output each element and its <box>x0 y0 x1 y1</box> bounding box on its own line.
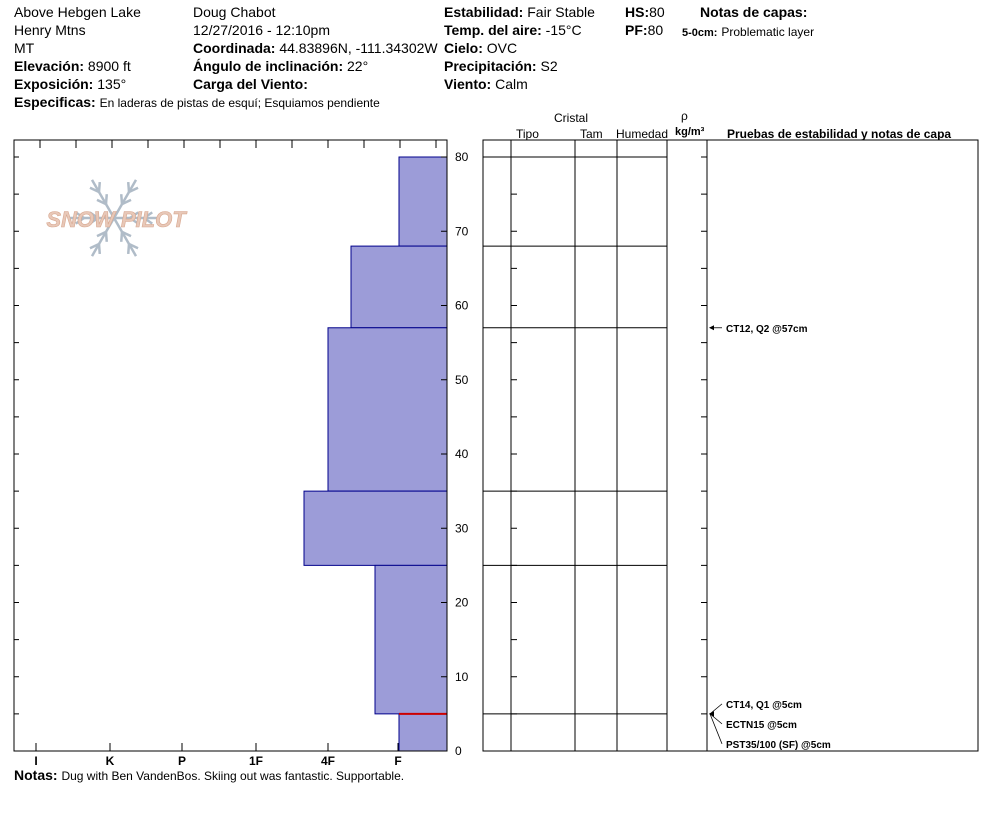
hs-row: HS:80 <box>625 4 665 20</box>
specifics-label: Especificas: <box>14 94 96 110</box>
hardness-axes: 0 10 20 30 40 50 60 70 80 I K P 1F 4F F <box>13 139 469 768</box>
test-pointer <box>709 703 723 715</box>
hardness-tick-label: I <box>34 754 37 768</box>
coord-label: Coordinada: <box>193 40 276 56</box>
layer-note: 5-0cm: Problematic layer <box>682 23 814 41</box>
observer: Doug Chabot <box>193 4 276 20</box>
precip-value: S2 <box>540 58 558 74</box>
pf-value: 80 <box>647 22 664 38</box>
wind-value: Calm <box>495 76 528 92</box>
stability-tests: CT12, Q2 @57cm CT14, Q1 @5cm ECTN15 @5cm PS… <box>709 324 831 751</box>
size-heading: Tam <box>580 127 603 141</box>
arrow-icon <box>709 711 714 717</box>
mountain-range: Henry Mtns <box>14 22 86 38</box>
depth-tick-label: 30 <box>455 521 469 535</box>
density-unit: kg/m³ <box>675 126 705 138</box>
specifics-row: Especificas: En laderas de pistas de esq… <box>14 94 380 111</box>
air-temp-row: Temp. del aire: -15°C <box>444 22 582 38</box>
slope-value: 22° <box>347 58 369 74</box>
elevation-label: Elevación: <box>14 58 85 74</box>
hs-value: 80 <box>649 4 665 20</box>
depth-tick-label: 40 <box>455 447 469 461</box>
stability-test-label: ECTN15 @5cm <box>726 720 797 731</box>
notes-row: Notas: Dug with Ben VandenBos. Skiing ou… <box>14 767 404 784</box>
air-temp-value: -15°C <box>545 22 582 38</box>
observation-datetime: 12/27/2016 - 12:10pm <box>193 22 330 38</box>
density-symbol: ρ <box>681 109 688 123</box>
aspect-value: 135° <box>97 76 127 92</box>
notes-label: Notas: <box>14 767 58 783</box>
sky-value: OVC <box>486 40 518 56</box>
elevation-row: Elevación: 8900 ft <box>14 58 131 74</box>
test-pointer <box>709 713 723 745</box>
stability-value: Fair Stable <box>527 4 595 20</box>
depth-tick-label: 50 <box>455 373 469 387</box>
hs-label: HS: <box>625 4 650 20</box>
hardness-tick-label: P <box>178 754 186 768</box>
slope-label: Ángulo de inclinación: <box>193 58 344 74</box>
stability-test-label: CT14, Q1 @5cm <box>726 700 802 711</box>
layer-notes-title: Notas de capas: <box>700 4 808 20</box>
hardness-layer-bar <box>398 713 448 752</box>
depth-tick-label: 60 <box>455 299 469 313</box>
stability-row: Estabilidad: Fair Stable <box>444 4 595 20</box>
layer-table <box>482 139 979 752</box>
layer-note-text: Problematic layer <box>721 25 815 39</box>
precip-row: Precipitación: S2 <box>444 58 558 74</box>
logo-text: SNOW PILOT <box>46 207 187 232</box>
location-name: Above Hebgen Lake <box>14 4 141 20</box>
hardness-plot-frame <box>13 139 448 752</box>
moisture-heading: Humedad <box>616 127 669 141</box>
snowflake-icon <box>70 179 158 257</box>
hardness-layer-bar <box>374 564 448 715</box>
wind-label: Viento: <box>444 76 492 92</box>
sky-label: Cielo: <box>444 40 483 56</box>
pf-row: PF:80 <box>625 22 663 38</box>
elevation-value: 8900 ft <box>87 58 131 74</box>
hardness-tick-label: 1F <box>249 754 263 768</box>
depth-tick-label: 70 <box>455 224 469 238</box>
snow-pilot-logo: SNOW PILOT <box>46 179 188 257</box>
wind-load-row: Carga del Viento: <box>193 76 308 92</box>
hardness-layer-bar <box>327 327 448 492</box>
stability-label: Estabilidad: <box>444 4 524 20</box>
hardness-tick-label: F <box>394 754 401 768</box>
wind-load-label: Carga del Viento: <box>193 76 308 92</box>
hardness-layer-bar <box>350 245 448 329</box>
table-frame <box>482 139 979 752</box>
wind-row: Viento: Calm <box>444 76 528 92</box>
depth-tick-label: 0 <box>455 744 462 758</box>
pf-label: PF: <box>625 22 648 38</box>
type-heading: Tipo <box>516 127 539 141</box>
slope-row: Ángulo de inclinación: 22° <box>193 58 368 74</box>
stability-test-label: PST35/100 (SF) @5cm <box>726 740 831 751</box>
hardness-layer-bar <box>303 490 448 566</box>
crystal-heading: Cristal <box>554 111 589 125</box>
tests-heading: Pruebas de estabilidad y notas de capa <box>727 127 952 141</box>
air-temp-label: Temp. del aire: <box>444 22 542 38</box>
test-pointer <box>709 713 723 725</box>
hardness-layer-bar <box>398 156 448 247</box>
layer-note-range: 5-0cm: <box>682 27 718 39</box>
hardness-profile <box>303 156 448 752</box>
precip-label: Precipitación: <box>444 58 537 74</box>
hardness-tick-label: K <box>106 754 115 768</box>
depth-tick-label: 10 <box>455 670 469 684</box>
aspect-label: Exposición: <box>14 76 94 92</box>
sky-row: Cielo: OVC <box>444 40 517 56</box>
coordinates-row: Coordinada: 44.83896N, -111.34302W <box>193 40 438 56</box>
depth-tick-label: 80 <box>455 150 469 164</box>
hardness-tick-label: 4F <box>321 754 335 768</box>
notes-value: Dug with Ben VandenBos. Skiing out was f… <box>61 769 405 783</box>
aspect-row: Exposición: 135° <box>14 76 126 92</box>
stability-test-label: CT12, Q2 @57cm <box>726 324 808 335</box>
specifics-value: En laderas de pistas de esquí; Esquiamos… <box>99 96 380 110</box>
state: MT <box>14 40 35 56</box>
arrow-icon <box>709 325 714 331</box>
depth-tick-label: 20 <box>455 596 469 610</box>
coord-value: 44.83896N, -111.34302W <box>279 40 438 56</box>
